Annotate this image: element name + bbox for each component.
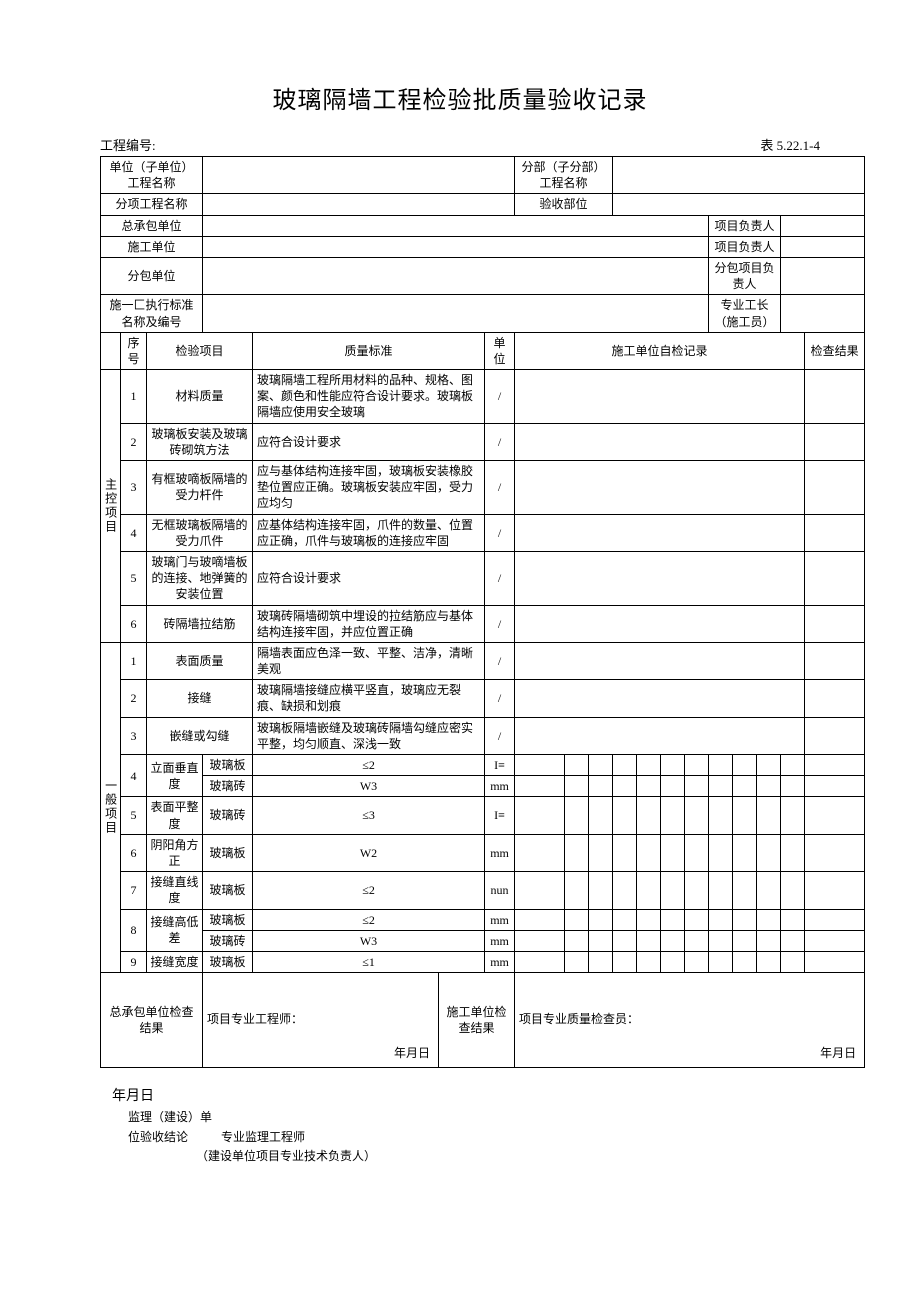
sig-left-block: 项目专业工程师： 年月日 <box>203 973 439 1068</box>
hdr-subitem-val <box>203 194 515 215</box>
col-header-row: 序号 检验项目 质量标准 单位 施工单位自检记录 检查结果 <box>101 332 865 369</box>
gen-6: 6 阴阳角方正 玻璃板 W2 mm <box>101 834 865 871</box>
top-line: 工程编号: 表 5.22.1-4 <box>100 135 820 154</box>
main-6: 6 砖隔墙拉结筋 玻璃砖隔墙砌筑中埋设的拉结筋应与基体结构连接牢固，并应位置正确… <box>101 605 865 642</box>
hdr-subpart-name-val <box>613 157 865 194</box>
gen-5: 5 表面平整度 玻璃砖 ≤3 I≡ <box>101 797 865 834</box>
main-3: 3 有框玻嘀板隔墙的受力杆件 应与基体结构连接牢固，玻璃板安装橡胶垫位置应正确。… <box>101 461 865 515</box>
hdr-row-6: 施一匚执行标准名称及编号 专业工长（施工员） <box>101 295 865 332</box>
hdr-std-name-val <box>203 295 709 332</box>
sig-left-title: 总承包单位检查结果 <box>101 973 203 1068</box>
m1-n: 1 <box>121 370 147 424</box>
gen-9: 9 接缝宽度 玻璃板 ≤1 mm <box>101 951 865 972</box>
col-item: 检验项目 <box>147 332 253 369</box>
gen-1: 一般项目 1 表面质量 隔墙表面应色泽一致、平整、洁净，清晰美观 / <box>101 642 865 679</box>
hdr-row-4: 施工单位 项目负责人 <box>101 236 865 257</box>
group-main-label: 主控项目 <box>101 370 121 643</box>
hdr-row-5: 分包单位 分包项目负责人 <box>101 257 865 294</box>
hdr-sub-lead: 分包项目负责人 <box>709 257 781 294</box>
sig-right-label: 项目专业质量检查员： <box>519 1011 639 1027</box>
gen-4a: 4 立面垂直度 玻璃板 ≤2 I≡ <box>101 755 865 776</box>
hdr-subcontractor: 分包单位 <box>101 257 203 294</box>
sig-left-date: 年月日 <box>394 1045 430 1061</box>
footer-line1a: 监理（建设）单 <box>128 1108 820 1127</box>
hdr-constructor-val <box>203 236 709 257</box>
col-seq: 序号 <box>121 332 147 369</box>
hdr-proj-lead-2: 项目负责人 <box>709 236 781 257</box>
hdr-proj-lead-1: 项目负责人 <box>709 215 781 236</box>
m1-self <box>515 370 805 424</box>
hdr-proj-lead-2-val <box>781 236 865 257</box>
sig-right-block: 项目专业质量检查员： 年月日 <box>515 973 865 1068</box>
hdr-constructor: 施工单位 <box>101 236 203 257</box>
hdr-subpart-name: 分部（子分部）工程名称 <box>515 157 613 194</box>
gen-7: 7 接缝直线度 玻璃板 ≤2 nun <box>101 872 865 909</box>
footer-line2: 专业监理工程师 <box>221 1130 305 1144</box>
hdr-row-2: 分项工程名称 验收部位 <box>101 194 865 215</box>
doc-title: 玻璃隔墙工程检验批质量验收记录 <box>100 80 820 115</box>
hdr-foreman: 专业工长（施工员） <box>709 295 781 332</box>
main-5: 5 玻璃门与玻嘀墙板的连接、地弹簧的安装位置 应符合设计要求 / <box>101 551 865 605</box>
group-gen-label: 一般项目 <box>101 642 121 972</box>
hdr-sub-lead-val <box>781 257 865 294</box>
hdr-general-contractor: 总承包单位 <box>101 215 203 236</box>
hdr-foreman-val <box>781 295 865 332</box>
hdr-subitem: 分项工程名称 <box>101 194 203 215</box>
m1-std: 玻璃隔墙工程所用材料的品种、规格、图案、颜色和性能应符合设计要求。玻璃板隔墙应使… <box>253 370 485 424</box>
hdr-general-contractor-val <box>203 215 709 236</box>
gen-8b: 玻璃砖 W3 mm <box>101 930 865 951</box>
gen-4b: 玻璃砖 W3 mm <box>101 776 865 797</box>
main-2: 2 玻璃板安装及玻璃砖砌筑方法 应符合设计要求 / <box>101 423 865 460</box>
col-unit: 单位 <box>485 332 515 369</box>
col-std: 质量标准 <box>253 332 485 369</box>
table-no: 表 5.22.1-4 <box>760 135 820 154</box>
footer-line3: （建设单位项目专业技术负责人） <box>196 1147 376 1166</box>
main-1: 主控项目 1 材料质量 玻璃隔墙工程所用材料的品种、规格、图案、颜色和性能应符合… <box>101 370 865 424</box>
m1-unit: / <box>485 370 515 424</box>
m1-res <box>805 370 865 424</box>
footer: 年月日 监理（建设）单 位验收结论 专业监理工程师 （建设单位项目专业技术负责人… <box>100 1086 820 1166</box>
col-result: 检查结果 <box>805 332 865 369</box>
hdr-subcontractor-val <box>203 257 709 294</box>
main-table: 单位（子单位）工程名称 分部（子分部）工程名称 分项工程名称 验收部位 总承包单… <box>100 156 865 1068</box>
sig-right-date: 年月日 <box>820 1045 856 1061</box>
footer-line1b: 位验收结论 <box>128 1130 188 1144</box>
main-4: 4 无框玻璃板隔墙的受力爪件 应基体结构连接牢固，爪件的数量、位置应正确，爪件与… <box>101 514 865 551</box>
gen-8a: 8 接缝高低差 玻璃板 ≤2 mm <box>101 909 865 930</box>
sig-row: 总承包单位检查结果 项目专业工程师： 年月日 施工单位检查结果 项目专业质量检查… <box>101 973 865 1068</box>
project-no-label: 工程编号: <box>100 135 156 154</box>
hdr-proj-lead-1-val <box>781 215 865 236</box>
sig-mid-title: 施工单位检查结果 <box>439 973 515 1068</box>
hdr-accept-part-val <box>613 194 865 215</box>
hdr-unit-name: 单位（子单位）工程名称 <box>101 157 203 194</box>
hdr-row-1: 单位（子单位）工程名称 分部（子分部）工程名称 <box>101 157 865 194</box>
footer-date: 年月日 <box>112 1086 820 1108</box>
m1-item: 材料质量 <box>147 370 253 424</box>
gen-2: 2 接缝 玻璃隔墙接缝应横平竖直，玻璃应无裂痕、缺损和划痕 / <box>101 680 865 717</box>
gen-3: 3 嵌缝或勾缝 玻璃板隔墙嵌缝及玻璃砖隔墙勾缝应密实平整，均匀顺直、深浅一致 / <box>101 717 865 754</box>
col-blank <box>101 332 121 369</box>
hdr-accept-part: 验收部位 <box>515 194 613 215</box>
sig-left-label: 项目专业工程师： <box>207 1011 303 1027</box>
col-self: 施工单位自检记录 <box>515 332 805 369</box>
hdr-std-name: 施一匚执行标准名称及编号 <box>101 295 203 332</box>
hdr-row-3: 总承包单位 项目负责人 <box>101 215 865 236</box>
hdr-unit-name-val <box>203 157 515 194</box>
